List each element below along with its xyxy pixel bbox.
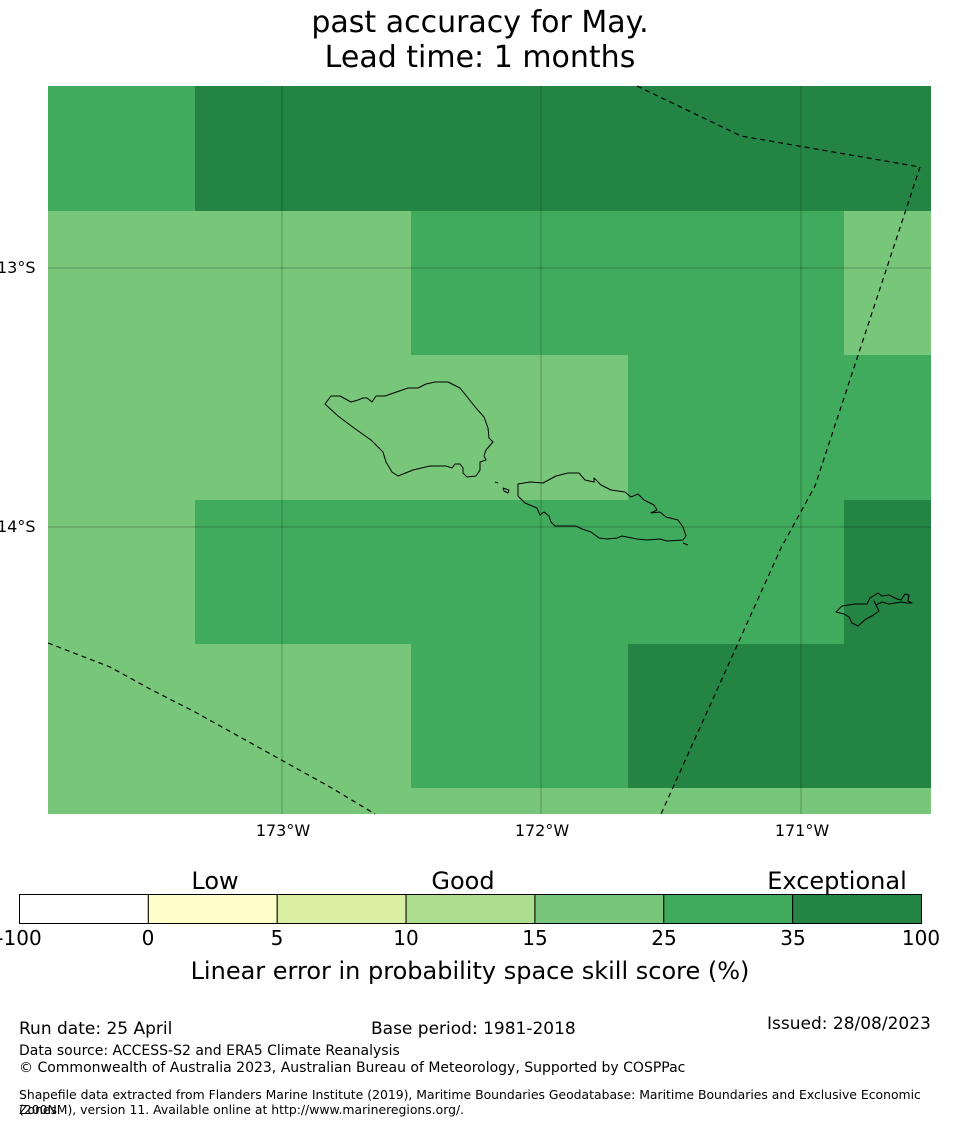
lat-label-14s: 14°S [0, 517, 36, 536]
colorbar-segment [792, 894, 923, 924]
eez-boundary-line [660, 166, 921, 815]
skill-cell [628, 644, 931, 788]
colorbar-tick: 25 [651, 926, 677, 950]
apolima-islet [502, 487, 510, 494]
map-title-line-2: Lead time: 1 months [324, 40, 636, 75]
skill-cell [411, 644, 628, 788]
colorbar-outline [19, 894, 922, 924]
data-source: Data source: ACCESS-S2 and ERA5 Climate … [19, 1043, 400, 1059]
eez-boundary [47, 85, 921, 815]
skill-cell [48, 86, 195, 211]
colorbar-tick: 15 [522, 926, 548, 950]
graticule [48, 86, 931, 814]
skill-cell [195, 500, 844, 644]
shapefile-credit-line-2: (200NM), version 11. Available online at… [19, 1102, 465, 1117]
colorbar-segment [147, 894, 278, 924]
colorbar-tick: 10 [393, 926, 419, 950]
colorbar-segment [663, 894, 794, 924]
eez-boundary-line [47, 642, 376, 815]
colorbar [19, 894, 923, 924]
run-date: Run date: 25 April [19, 1019, 173, 1039]
skill-cell [411, 211, 844, 355]
skill-cell [844, 500, 931, 644]
lat-label-13s: 13°S [0, 258, 36, 277]
shapefile-credit-line-1: Shapefile data extracted from Flanders M… [19, 1087, 921, 1117]
savaii-coastline [324, 381, 494, 478]
colorbar-tick: 100 [901, 926, 941, 950]
issued-date: Issued: 28/08/2023 [767, 1014, 931, 1034]
upolu-east-point [682, 542, 689, 546]
colorbar-category-low: Low [191, 867, 239, 895]
manono-islet [494, 481, 499, 484]
map-title-line-1: past accuracy for May. [311, 5, 649, 40]
skill-cell [628, 355, 931, 500]
eez-boundary-line [636, 85, 921, 168]
colorbar-tick: 35 [780, 926, 806, 950]
tutuila-coastline [835, 592, 913, 627]
lon-label-171w: 171°W [774, 821, 830, 840]
copyright: © Commonwealth of Australia 2023, Austra… [19, 1060, 686, 1076]
colorbar-tick: 5 [270, 926, 284, 950]
base-period: Base period: 1981-2018 [371, 1019, 576, 1039]
lon-label-173w: 173°W [255, 821, 311, 840]
colorbar-segment [19, 894, 149, 924]
coastlines [324, 381, 913, 627]
colorbar-title: Linear error in probability space skill … [190, 957, 750, 985]
colorbar-category-exceptional: Exceptional [767, 867, 907, 895]
upolu-coastline [517, 472, 687, 542]
skill-cell [195, 86, 931, 211]
colorbar-segment [276, 894, 407, 924]
colorbar-segment [405, 894, 536, 924]
colorbar-segment [534, 894, 665, 924]
colorbar-tick: -100 [0, 926, 42, 950]
lon-label-172w: 172°W [514, 821, 570, 840]
colorbar-category-good: Good [431, 867, 495, 895]
colorbar-tick: 0 [141, 926, 155, 950]
